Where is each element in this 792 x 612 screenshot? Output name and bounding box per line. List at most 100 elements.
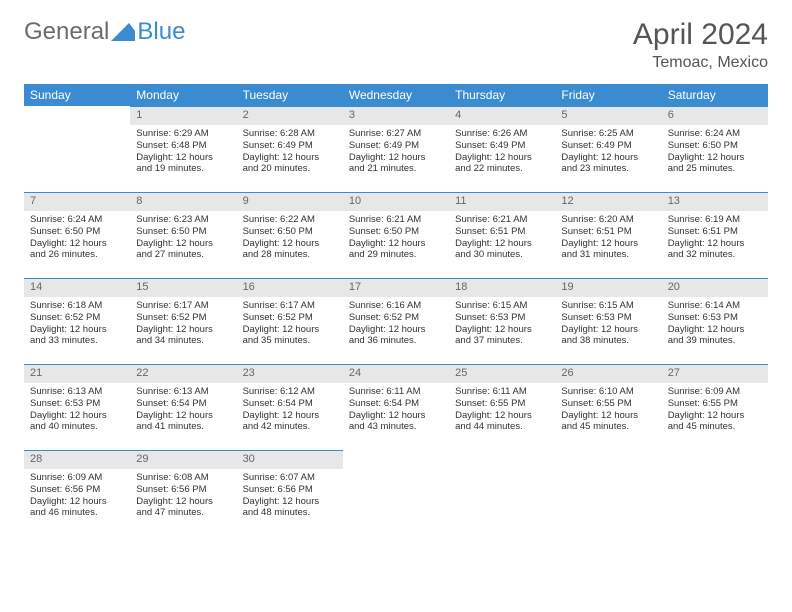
calendar-cell: 20Sunrise: 6:14 AMSunset: 6:53 PMDayligh… xyxy=(662,278,768,364)
day-body: Sunrise: 6:16 AMSunset: 6:52 PMDaylight:… xyxy=(343,297,449,352)
day-line-day1: Daylight: 12 hours xyxy=(455,324,549,336)
day-line-sunset: Sunset: 6:50 PM xyxy=(349,226,443,238)
day-line-sunset: Sunset: 6:53 PM xyxy=(561,312,655,324)
day-line-day2: and 45 minutes. xyxy=(561,421,655,433)
day-line-sunset: Sunset: 6:53 PM xyxy=(668,312,762,324)
day-line-sunset: Sunset: 6:52 PM xyxy=(243,312,337,324)
day-line-sunset: Sunset: 6:48 PM xyxy=(136,140,230,152)
day-line-sunrise: Sunrise: 6:10 AM xyxy=(561,386,655,398)
day-line-day2: and 47 minutes. xyxy=(136,507,230,519)
day-number: 20 xyxy=(662,278,768,297)
day-line-day1: Daylight: 12 hours xyxy=(30,238,124,250)
calendar-cell: 12Sunrise: 6:20 AMSunset: 6:51 PMDayligh… xyxy=(555,192,661,278)
header: General Blue April 2024 Temoac, Mexico xyxy=(24,18,768,72)
day-line-sunset: Sunset: 6:51 PM xyxy=(668,226,762,238)
day-body: Sunrise: 6:17 AMSunset: 6:52 PMDaylight:… xyxy=(130,297,236,352)
day-line-day2: and 34 minutes. xyxy=(136,335,230,347)
day-line-day1: Daylight: 12 hours xyxy=(243,152,337,164)
day-line-day1: Daylight: 12 hours xyxy=(136,410,230,422)
day-line-day2: and 33 minutes. xyxy=(30,335,124,347)
day-line-sunset: Sunset: 6:51 PM xyxy=(561,226,655,238)
day-line-sunset: Sunset: 6:49 PM xyxy=(349,140,443,152)
day-line-sunrise: Sunrise: 6:18 AM xyxy=(30,300,124,312)
day-line-sunset: Sunset: 6:51 PM xyxy=(455,226,549,238)
calendar-cell: 24Sunrise: 6:11 AMSunset: 6:54 PMDayligh… xyxy=(343,364,449,450)
day-line-sunrise: Sunrise: 6:14 AM xyxy=(668,300,762,312)
day-line-sunrise: Sunrise: 6:15 AM xyxy=(455,300,549,312)
day-line-day2: and 26 minutes. xyxy=(30,249,124,261)
day-number: 11 xyxy=(449,192,555,211)
day-line-sunset: Sunset: 6:49 PM xyxy=(455,140,549,152)
day-line-sunrise: Sunrise: 6:16 AM xyxy=(349,300,443,312)
day-number: 23 xyxy=(237,364,343,383)
day-number: 18 xyxy=(449,278,555,297)
calendar-cell xyxy=(24,106,130,192)
day-number: 14 xyxy=(24,278,130,297)
day-line-day2: and 44 minutes. xyxy=(455,421,549,433)
day-body: Sunrise: 6:12 AMSunset: 6:54 PMDaylight:… xyxy=(237,383,343,438)
day-number: 24 xyxy=(343,364,449,383)
calendar-cell: 15Sunrise: 6:17 AMSunset: 6:52 PMDayligh… xyxy=(130,278,236,364)
logo-text-2: Blue xyxy=(137,18,185,46)
day-line-sunrise: Sunrise: 6:08 AM xyxy=(136,472,230,484)
day-line-day2: and 20 minutes. xyxy=(243,163,337,175)
calendar-cell: 16Sunrise: 6:17 AMSunset: 6:52 PMDayligh… xyxy=(237,278,343,364)
day-line-sunset: Sunset: 6:49 PM xyxy=(243,140,337,152)
calendar-cell: 29Sunrise: 6:08 AMSunset: 6:56 PMDayligh… xyxy=(130,450,236,536)
day-line-day2: and 42 minutes. xyxy=(243,421,337,433)
day-body: Sunrise: 6:11 AMSunset: 6:55 PMDaylight:… xyxy=(449,383,555,438)
day-line-day1: Daylight: 12 hours xyxy=(561,324,655,336)
day-line-sunset: Sunset: 6:54 PM xyxy=(349,398,443,410)
calendar-cell: 18Sunrise: 6:15 AMSunset: 6:53 PMDayligh… xyxy=(449,278,555,364)
calendar-cell: 17Sunrise: 6:16 AMSunset: 6:52 PMDayligh… xyxy=(343,278,449,364)
day-line-day2: and 25 minutes. xyxy=(668,163,762,175)
weekday-header: Saturday xyxy=(662,84,768,106)
day-line-day2: and 31 minutes. xyxy=(561,249,655,261)
day-number: 10 xyxy=(343,192,449,211)
calendar-cell: 21Sunrise: 6:13 AMSunset: 6:53 PMDayligh… xyxy=(24,364,130,450)
day-line-day1: Daylight: 12 hours xyxy=(455,410,549,422)
calendar-cell: 13Sunrise: 6:19 AMSunset: 6:51 PMDayligh… xyxy=(662,192,768,278)
day-body: Sunrise: 6:11 AMSunset: 6:54 PMDaylight:… xyxy=(343,383,449,438)
day-number: 6 xyxy=(662,106,768,125)
day-line-sunset: Sunset: 6:50 PM xyxy=(243,226,337,238)
day-body: Sunrise: 6:09 AMSunset: 6:55 PMDaylight:… xyxy=(662,383,768,438)
day-body: Sunrise: 6:09 AMSunset: 6:56 PMDaylight:… xyxy=(24,469,130,524)
day-number: 12 xyxy=(555,192,661,211)
day-line-day1: Daylight: 12 hours xyxy=(561,152,655,164)
day-body: Sunrise: 6:29 AMSunset: 6:48 PMDaylight:… xyxy=(130,125,236,180)
day-line-day1: Daylight: 12 hours xyxy=(349,410,443,422)
day-line-sunrise: Sunrise: 6:25 AM xyxy=(561,128,655,140)
calendar-cell: 1Sunrise: 6:29 AMSunset: 6:48 PMDaylight… xyxy=(130,106,236,192)
day-line-day1: Daylight: 12 hours xyxy=(136,238,230,250)
day-line-day1: Daylight: 12 hours xyxy=(349,152,443,164)
weekday-header: Sunday xyxy=(24,84,130,106)
day-line-sunset: Sunset: 6:56 PM xyxy=(243,484,337,496)
day-number: 1 xyxy=(130,106,236,125)
day-line-day2: and 19 minutes. xyxy=(136,163,230,175)
day-line-sunset: Sunset: 6:56 PM xyxy=(136,484,230,496)
day-body: Sunrise: 6:08 AMSunset: 6:56 PMDaylight:… xyxy=(130,469,236,524)
day-number: 26 xyxy=(555,364,661,383)
day-line-day1: Daylight: 12 hours xyxy=(243,324,337,336)
day-line-sunset: Sunset: 6:55 PM xyxy=(455,398,549,410)
day-line-sunrise: Sunrise: 6:28 AM xyxy=(243,128,337,140)
day-body: Sunrise: 6:18 AMSunset: 6:52 PMDaylight:… xyxy=(24,297,130,352)
day-line-day2: and 48 minutes. xyxy=(243,507,337,519)
calendar-cell: 5Sunrise: 6:25 AMSunset: 6:49 PMDaylight… xyxy=(555,106,661,192)
day-line-sunrise: Sunrise: 6:13 AM xyxy=(30,386,124,398)
calendar-cell: 9Sunrise: 6:22 AMSunset: 6:50 PMDaylight… xyxy=(237,192,343,278)
calendar-cell xyxy=(343,450,449,536)
day-line-sunrise: Sunrise: 6:19 AM xyxy=(668,214,762,226)
day-body: Sunrise: 6:13 AMSunset: 6:54 PMDaylight:… xyxy=(130,383,236,438)
day-body: Sunrise: 6:23 AMSunset: 6:50 PMDaylight:… xyxy=(130,211,236,266)
day-line-day2: and 43 minutes. xyxy=(349,421,443,433)
day-body: Sunrise: 6:20 AMSunset: 6:51 PMDaylight:… xyxy=(555,211,661,266)
day-line-day2: and 40 minutes. xyxy=(30,421,124,433)
day-line-day1: Daylight: 12 hours xyxy=(30,410,124,422)
day-line-sunset: Sunset: 6:55 PM xyxy=(668,398,762,410)
calendar-cell: 14Sunrise: 6:18 AMSunset: 6:52 PMDayligh… xyxy=(24,278,130,364)
calendar-cell: 23Sunrise: 6:12 AMSunset: 6:54 PMDayligh… xyxy=(237,364,343,450)
day-body: Sunrise: 6:27 AMSunset: 6:49 PMDaylight:… xyxy=(343,125,449,180)
calendar-cell: 7Sunrise: 6:24 AMSunset: 6:50 PMDaylight… xyxy=(24,192,130,278)
